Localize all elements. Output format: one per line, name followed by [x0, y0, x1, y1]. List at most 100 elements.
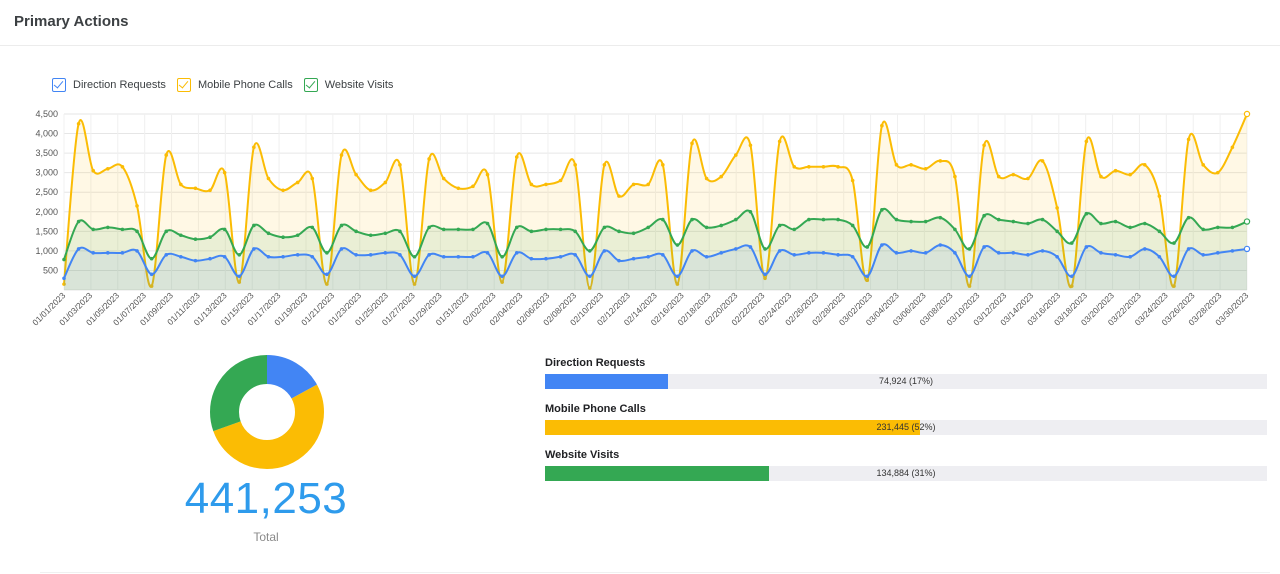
data-point	[675, 274, 680, 279]
data-point	[237, 274, 242, 279]
data-point	[617, 229, 621, 234]
data-point	[485, 172, 490, 177]
bar-value: 134,884 (31%)	[876, 468, 936, 478]
legend-label: Direction Requests	[73, 79, 166, 91]
data-point	[967, 247, 972, 251]
data-point	[339, 153, 344, 157]
data-point	[821, 165, 826, 169]
data-point	[1099, 221, 1103, 226]
data-point	[836, 253, 840, 257]
data-point	[208, 256, 212, 261]
data-point	[1040, 217, 1045, 222]
data-point	[106, 225, 110, 230]
series-line	[63, 243, 1248, 279]
data-point	[485, 251, 490, 255]
data-point	[661, 163, 665, 167]
data-point	[617, 194, 621, 198]
data-point	[792, 165, 797, 169]
progress-direction-requests: Direction Requests 74,924 (17%)	[545, 357, 1267, 389]
data-point	[149, 256, 154, 261]
data-point	[573, 229, 577, 234]
data-point	[646, 254, 650, 259]
data-point	[135, 249, 139, 253]
data-point	[427, 157, 431, 161]
data-point	[456, 186, 461, 191]
y-tick-label: 1,500	[35, 226, 58, 236]
legend-item-direction-requests[interactable]: Direction Requests	[52, 78, 166, 92]
data-point	[120, 165, 125, 169]
data-point	[573, 163, 577, 167]
data-point	[1055, 229, 1059, 234]
data-point	[1142, 221, 1147, 226]
data-point	[631, 182, 636, 187]
data-point	[76, 121, 81, 126]
data-point	[1128, 225, 1132, 230]
bar-fill	[545, 466, 769, 481]
data-point	[1099, 251, 1103, 255]
data-point	[996, 217, 1001, 222]
data-point	[602, 225, 607, 230]
data-point	[704, 176, 709, 181]
data-point	[529, 182, 534, 187]
data-point	[281, 254, 285, 259]
data-point	[266, 176, 271, 181]
legend-label: Website Visits	[324, 79, 394, 91]
series-direction-requests	[62, 243, 1251, 290]
data-point	[1243, 110, 1251, 118]
data-point	[149, 272, 154, 277]
data-point	[734, 217, 738, 222]
data-point	[179, 254, 183, 259]
data-point	[544, 182, 548, 187]
data-point	[266, 254, 271, 259]
data-point	[748, 143, 753, 148]
progress-website-visits: Website Visits 134,884 (31%)	[545, 449, 1267, 481]
data-point	[777, 249, 782, 253]
data-point	[135, 204, 139, 208]
data-point	[938, 243, 943, 247]
data-point	[62, 276, 66, 281]
data-point	[850, 178, 855, 183]
data-point	[1230, 145, 1235, 150]
checkbox-checked-icon[interactable]	[303, 78, 318, 92]
series-area	[64, 114, 1247, 290]
data-point	[368, 188, 373, 193]
series-area	[64, 208, 1247, 290]
data-point	[558, 254, 563, 259]
data-point	[1142, 247, 1147, 251]
data-point	[923, 251, 928, 255]
data-point	[807, 251, 811, 255]
data-point	[471, 184, 475, 189]
data-point	[208, 188, 212, 193]
data-point	[850, 223, 855, 228]
data-point	[953, 174, 957, 179]
data-point	[106, 166, 110, 171]
legend-item-website-visits[interactable]: Website Visits	[303, 78, 394, 92]
data-point	[252, 145, 256, 150]
data-point	[894, 217, 899, 222]
data-point	[1186, 137, 1191, 142]
data-point	[1026, 221, 1030, 226]
data-point	[427, 225, 431, 230]
legend-item-mobile-phone-calls[interactable]: Mobile Phone Calls	[176, 78, 293, 92]
checkbox-checked-icon[interactable]	[52, 78, 66, 92]
y-tick-label: 500	[43, 265, 58, 275]
data-point	[573, 253, 577, 257]
data-point	[602, 163, 607, 167]
data-point	[836, 165, 840, 169]
y-tick-label: 4,000	[35, 129, 58, 139]
data-point	[179, 233, 183, 238]
data-point	[412, 274, 417, 279]
series-mobile-phone-calls	[62, 110, 1251, 290]
data-point	[982, 143, 986, 148]
data-point	[602, 249, 607, 253]
legend-label: Mobile Phone Calls	[197, 79, 293, 91]
checkbox-checked-icon[interactable]	[176, 78, 191, 92]
data-point	[967, 284, 972, 288]
data-point	[544, 227, 548, 232]
data-point	[252, 223, 256, 228]
data-point	[398, 253, 402, 257]
data-point	[193, 186, 198, 191]
bar-value: 231,445 (52%)	[876, 422, 936, 432]
data-point	[1055, 254, 1059, 259]
data-point	[339, 247, 344, 251]
